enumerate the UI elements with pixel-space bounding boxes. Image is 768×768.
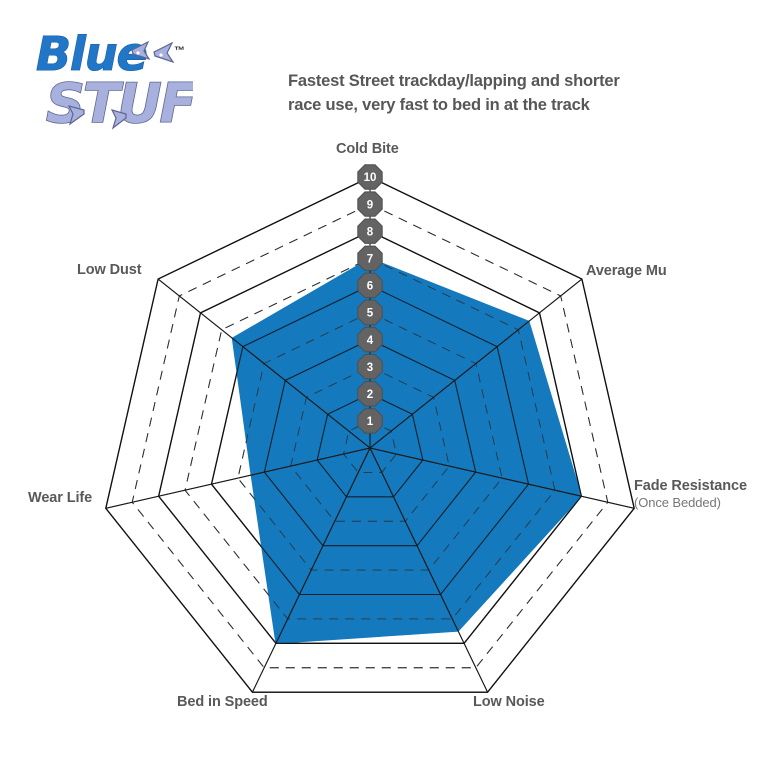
tick-badge-1: 1 xyxy=(357,408,383,434)
axis-label-low-dust: Low Dust xyxy=(77,262,142,278)
radar-spoke-3 xyxy=(369,447,489,693)
tick-badge-6: 6 xyxy=(357,272,383,299)
radar-ring-overlay-2 xyxy=(316,393,424,498)
logo-trademark: ™ xyxy=(174,45,185,57)
tick-badge-label-6: 6 xyxy=(367,281,373,293)
radar-ring-overlay-1 xyxy=(343,420,397,473)
tick-badge-label-3: 3 xyxy=(367,362,373,374)
tick-badge-label-9: 9 xyxy=(367,199,373,211)
radar-tick-badges: 1 2 3 4 5 6 7 8 9 10 xyxy=(357,164,383,434)
radar-ring-overlay-8 xyxy=(158,230,582,644)
axis-label-average-mu: Average Mu xyxy=(586,263,667,279)
tick-badge-label-2: 2 xyxy=(367,389,373,401)
chart-title-line2: race use, very fast to bed in at the tra… xyxy=(288,95,590,114)
radar-ring-overlay-6 xyxy=(210,284,530,596)
tick-badge-label-10: 10 xyxy=(364,172,377,184)
radar-ring-overlay-3 xyxy=(290,366,450,522)
radar-data-polygon xyxy=(231,257,582,644)
axis-label-fade-resistance-sublabel: (Once Bedded) xyxy=(634,495,721,511)
tick-badge-7: 7 xyxy=(357,245,383,271)
logo-word-stuff: STUFF xyxy=(46,72,193,132)
axis-label-wear-life: Wear Life xyxy=(28,490,93,506)
radar-ring-overlay-4 xyxy=(263,338,477,547)
tick-badge-5: 5 xyxy=(357,299,383,326)
radar-ring-overlay-10 xyxy=(105,176,635,693)
tick-badge-label-5: 5 xyxy=(367,308,374,320)
axis-label-low-noise: Low Noise xyxy=(473,694,545,710)
chart-title-line1: Fastest Street trackday/lapping and shor… xyxy=(288,72,620,90)
axis-label-cold-bite: Cold Bite xyxy=(336,141,399,157)
tick-badge-4: 4 xyxy=(357,326,383,353)
radar-spoke-4 xyxy=(251,447,371,693)
tick-badge-label-4: 4 xyxy=(367,335,374,347)
chart-title: Fastest Street trackday/lapping and shor… xyxy=(288,70,688,118)
radar-spokes xyxy=(105,177,635,693)
tick-badge-9: 9 xyxy=(357,191,383,217)
tick-badge-10: 10 xyxy=(357,164,383,190)
radar-ring-overlay-7 xyxy=(184,257,556,620)
brand-logo: Blue STUFF ™ xyxy=(28,22,193,132)
tick-badge-label-8: 8 xyxy=(367,226,374,238)
logo-artwork: Blue STUFF ™ xyxy=(35,26,193,132)
axis-label-fade-resistance: Fade Resistance (Once Bedded) xyxy=(634,478,747,510)
radar-spoke-1 xyxy=(369,278,583,449)
tick-badge-8: 8 xyxy=(357,218,383,244)
radar-ring-overlay-9 xyxy=(131,203,609,669)
tick-badge-label-1: 1 xyxy=(367,416,374,428)
radar-spoke-2 xyxy=(369,447,635,509)
tick-badge-label-7: 7 xyxy=(367,254,373,266)
tick-badge-3: 3 xyxy=(357,354,383,380)
logo-fish-shapes xyxy=(67,40,175,130)
axis-label-fade-resistance-text: Fade Resistance xyxy=(634,478,747,494)
logo-word-blue: Blue xyxy=(36,27,147,81)
radar-spoke-5 xyxy=(105,447,371,509)
radar-spoke-6 xyxy=(157,278,371,449)
tick-badge-2: 2 xyxy=(357,381,383,407)
axis-label-bed-in-speed: Bed in Speed xyxy=(177,694,268,710)
